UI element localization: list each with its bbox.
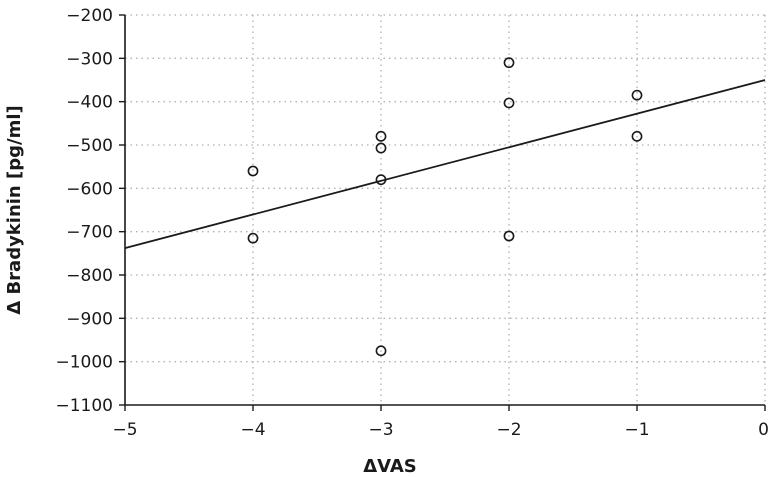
y-tick-label: −700 bbox=[66, 223, 113, 243]
axes bbox=[119, 14, 766, 411]
x-tick-label: −1 bbox=[624, 420, 649, 440]
x-tick-label: −3 bbox=[368, 420, 393, 440]
y-tick-label: −300 bbox=[66, 49, 113, 69]
tick-labels: −200 −300 −400 −500 −600 −700 −800 −900 −1000 −11… bbox=[55, 6, 769, 440]
data-point bbox=[375, 130, 387, 142]
x-tick-label: −2 bbox=[496, 420, 521, 440]
y-tick-label: −600 bbox=[66, 179, 113, 199]
y-tick-label: −400 bbox=[66, 93, 113, 113]
y-tick-label: −200 bbox=[66, 6, 113, 26]
grid bbox=[125, 14, 766, 405]
data-point bbox=[503, 97, 515, 109]
x-tick-label: 0 bbox=[758, 420, 769, 440]
data-point bbox=[631, 130, 643, 142]
data-point bbox=[631, 89, 643, 101]
data-point bbox=[247, 232, 259, 244]
y-tick-label: −1100 bbox=[55, 396, 113, 416]
data-point bbox=[375, 142, 387, 154]
data-point bbox=[375, 174, 387, 186]
data-points bbox=[247, 57, 643, 357]
data-point bbox=[503, 230, 515, 242]
data-point bbox=[375, 345, 387, 357]
y-tick-label: −1000 bbox=[55, 353, 113, 373]
y-tick-label: −900 bbox=[66, 309, 113, 329]
x-axis-title: ΔVAS bbox=[363, 456, 417, 477]
data-point bbox=[503, 57, 515, 69]
y-tick-label: −800 bbox=[66, 266, 113, 286]
data-point bbox=[247, 165, 259, 177]
x-tick-label: −4 bbox=[240, 420, 265, 440]
trend-line-group bbox=[124, 79, 766, 250]
y-axis-title: Δ Bradykinin [pg/ml] bbox=[4, 105, 25, 315]
x-tick-label: −5 bbox=[112, 420, 137, 440]
y-tick-label: −500 bbox=[66, 136, 113, 156]
regression-line bbox=[124, 79, 766, 250]
